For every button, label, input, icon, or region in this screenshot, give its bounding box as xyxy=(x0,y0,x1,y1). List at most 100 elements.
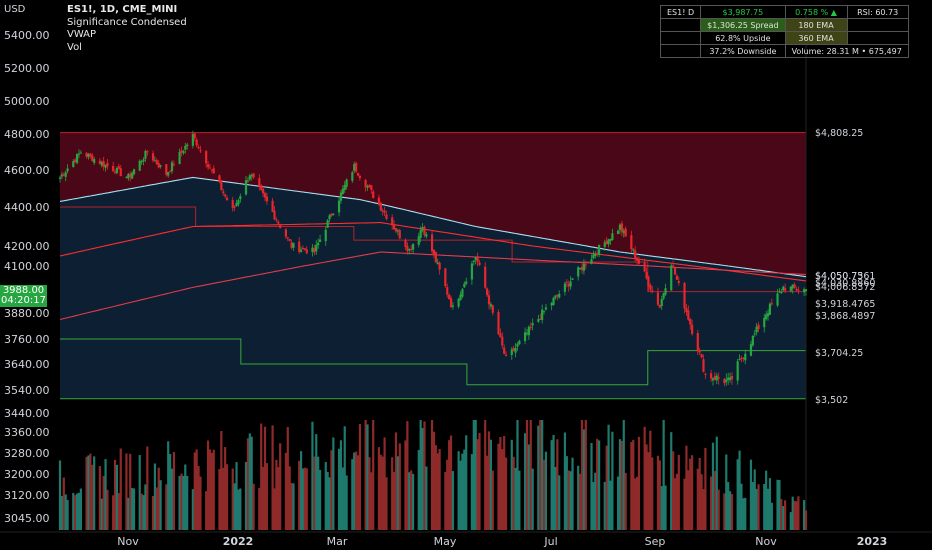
volume-bar xyxy=(258,487,261,530)
candle-body xyxy=(728,377,732,381)
candle-body xyxy=(301,247,305,249)
x-tick-label: Mar xyxy=(327,535,348,548)
candle-body xyxy=(290,242,293,248)
volume-bar xyxy=(358,423,362,530)
candle-body xyxy=(497,312,500,335)
candle-body xyxy=(248,175,251,180)
volume-bar xyxy=(709,476,713,530)
candle-body xyxy=(77,153,81,155)
volume-bar xyxy=(584,420,587,530)
candle-body xyxy=(220,180,223,191)
y-axis[interactable]: 5400.00 5200.00 5000.00 4800.00 4600.00 4400.… xyxy=(4,29,50,525)
symbol-line[interactable]: ES1!, 1D, CME_MINI xyxy=(67,4,178,15)
volume-bar xyxy=(529,420,532,530)
volume-bar xyxy=(725,454,728,530)
indicator-vwap[interactable]: VWAP xyxy=(67,29,97,40)
bar-countdown: 04:20:17 xyxy=(1,295,46,306)
volume-bar xyxy=(463,449,466,530)
candle-body xyxy=(484,266,487,288)
stats-empty xyxy=(659,31,702,45)
volume-bar xyxy=(273,488,276,530)
volume-bar xyxy=(284,452,287,530)
volume-bar xyxy=(252,483,255,530)
candle-body xyxy=(262,188,265,194)
indicator-significance[interactable]: Significance Condensed xyxy=(67,16,187,28)
volume-bar xyxy=(607,424,610,530)
candle-body xyxy=(244,180,248,195)
candle-body xyxy=(571,278,574,280)
volume-bar xyxy=(392,471,396,530)
candle-body xyxy=(381,210,384,212)
candle-body xyxy=(689,319,692,325)
y-tick-label: 3045.00 xyxy=(4,512,50,525)
volume-bar xyxy=(744,497,747,530)
candle-body xyxy=(789,286,792,292)
candle-body xyxy=(487,295,491,305)
volume-bar xyxy=(484,420,487,530)
indicator-volume[interactable]: Vol xyxy=(67,41,82,53)
volume-bar xyxy=(356,455,360,530)
volume-bar xyxy=(102,475,105,530)
candle-body xyxy=(366,186,369,188)
candle-body xyxy=(797,289,800,291)
volume-bar xyxy=(465,435,468,530)
candle-body xyxy=(670,265,673,291)
candle-body xyxy=(252,173,255,178)
y-tick-label: 3120.00 xyxy=(4,489,50,502)
volume-bar xyxy=(753,469,756,530)
candle-body xyxy=(353,164,356,171)
candle-body xyxy=(356,173,360,176)
volume-bar xyxy=(497,443,500,530)
volume-bar xyxy=(248,433,251,530)
volume-bar xyxy=(514,467,517,530)
candle-body xyxy=(237,200,240,205)
volume-bar xyxy=(556,439,559,530)
volume-bar xyxy=(231,468,234,530)
right-price-label: $4,050.7361 xyxy=(815,271,875,282)
candle-body xyxy=(645,271,648,279)
volume-bar xyxy=(260,423,263,530)
volume-bar xyxy=(326,472,329,530)
candle-body xyxy=(406,245,409,252)
volume-bar xyxy=(222,467,225,530)
candle-body xyxy=(299,249,303,252)
candle-body xyxy=(250,174,253,177)
candle-body xyxy=(184,145,187,150)
candle-body xyxy=(485,288,489,296)
volume-bar xyxy=(637,436,641,530)
volume-bar xyxy=(766,488,770,530)
volume-bar xyxy=(567,470,570,530)
candle-body xyxy=(129,173,132,178)
volume-bar xyxy=(470,454,474,530)
candle-body xyxy=(499,333,502,338)
volume-bar xyxy=(178,475,181,530)
candle-body xyxy=(550,303,553,306)
candle-body xyxy=(368,184,371,188)
volume-bar xyxy=(677,454,680,530)
candle-body xyxy=(763,317,766,328)
volume-bar xyxy=(330,450,333,530)
candle-body xyxy=(315,244,318,252)
volume-bar xyxy=(765,470,768,530)
ema-360-line xyxy=(59,251,807,321)
candle-body xyxy=(324,229,327,242)
candle-body xyxy=(260,185,263,190)
y-tick-label: 4800.00 xyxy=(4,128,50,141)
volume-bar xyxy=(672,451,675,530)
candle-body xyxy=(632,249,635,251)
candle-body xyxy=(144,151,147,159)
candle-body xyxy=(461,289,464,297)
moving-average-lines xyxy=(59,176,807,321)
right-price-label: $3,868.4897 xyxy=(815,311,875,322)
stats-ema180: 180 EMA xyxy=(784,18,848,32)
candle-body xyxy=(685,307,688,312)
candle-body xyxy=(411,243,415,250)
volume-bar xyxy=(408,472,411,530)
candle-body xyxy=(421,227,424,231)
volume-bar xyxy=(117,493,120,530)
volume-bar xyxy=(271,425,274,530)
candle-body xyxy=(104,164,107,168)
candle-body xyxy=(603,242,606,247)
x-axis[interactable]: Nov 2022 Mar May Jul Sep Nov 2023 xyxy=(0,531,932,548)
